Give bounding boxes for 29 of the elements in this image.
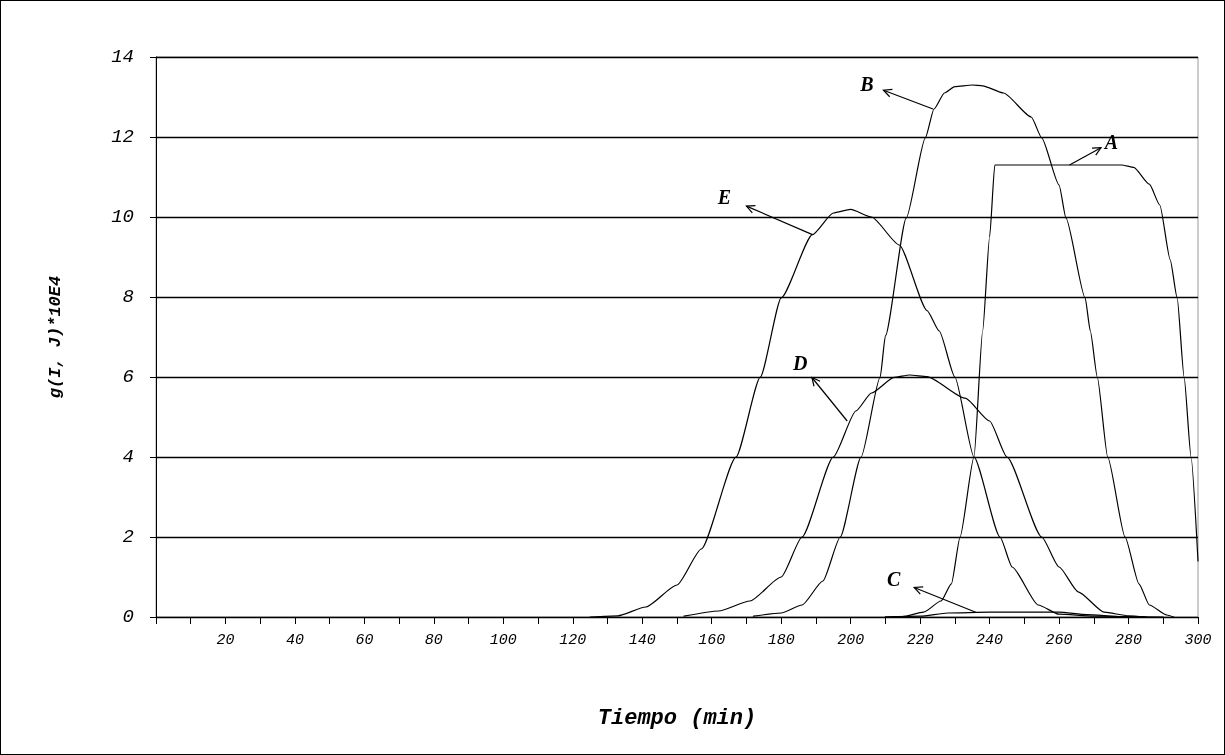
x-tick-label: 120 — [559, 632, 587, 649]
x-axis-title: Tiempo (min) — [597, 705, 757, 731]
y-tick-label: 6 — [122, 366, 134, 388]
x-tick-label: 200 — [837, 632, 865, 649]
x-tick-label: 260 — [1045, 632, 1073, 649]
y-tick-label: 8 — [122, 286, 134, 308]
x-tick-label: 280 — [1115, 632, 1143, 649]
x-tick-label: 60 — [355, 632, 374, 649]
annotation: B — [859, 73, 874, 95]
y-tick-label: 10 — [111, 206, 134, 228]
annotation: E — [716, 185, 732, 208]
x-tick-label: 220 — [906, 632, 934, 649]
x-tick-label: 40 — [285, 632, 304, 649]
y-tick-label: 2 — [122, 526, 134, 548]
y-tick-label: 12 — [111, 126, 134, 148]
x-tick-label: 180 — [767, 632, 795, 649]
x-tick-label: 240 — [976, 632, 1004, 649]
x-tick-label: 100 — [489, 632, 517, 649]
x-tick-label: 80 — [424, 632, 443, 649]
y-tick-label: 14 — [111, 46, 134, 68]
x-tick-label: 20 — [216, 632, 235, 649]
y-tick-label: 0 — [122, 606, 134, 628]
y-tick-label: 4 — [122, 446, 134, 468]
y-axis-title: g(I, J)*10E4 — [46, 275, 65, 399]
annotation: D — [791, 352, 808, 374]
x-tick-label: 300 — [1184, 632, 1212, 649]
x-tick-label: 140 — [628, 632, 656, 649]
annotation: C — [887, 568, 902, 591]
x-tick-label: 160 — [698, 632, 726, 649]
